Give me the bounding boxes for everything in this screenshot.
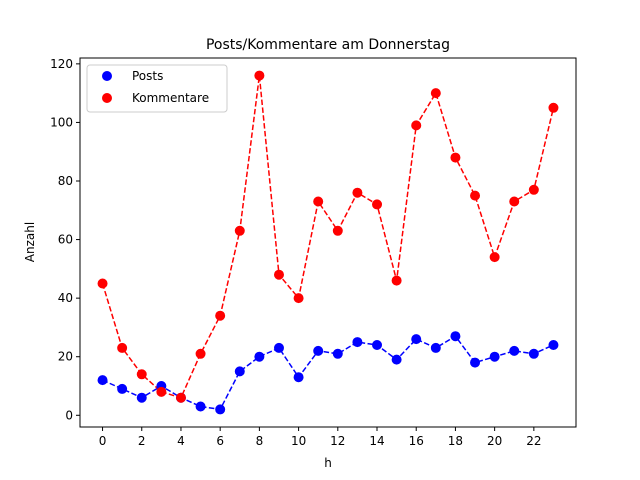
data-point-kommentare [293,293,304,304]
data-point-kommentare [528,184,539,195]
y-tick-label: 20 [58,350,73,364]
legend: Posts Kommentare [86,64,228,113]
y-tick-label: 100 [50,115,73,129]
data-point-posts [372,340,383,350]
data-point-kommentare [470,190,481,201]
y-axis-label: Anzahl [23,222,37,262]
data-point-kommentare [391,275,402,286]
y-tick-label: 120 [50,57,73,71]
legend-label-posts: Posts [132,69,163,83]
data-point-kommentare [313,196,324,207]
data-point-posts [136,392,147,403]
data-point-kommentare [411,120,422,131]
series-points [97,70,559,415]
y-tick-label: 40 [58,291,73,305]
axes-frame [79,57,577,428]
data-point-kommentare [117,342,128,353]
data-point-posts [215,404,226,415]
x-tick-label: 16 [409,434,424,448]
data-point-posts [273,342,284,353]
data-point-kommentare [215,310,226,321]
data-point-kommentare [175,392,186,403]
data-point-posts [195,401,206,412]
data-point-posts [430,342,441,353]
data-point-posts [489,351,500,362]
data-point-kommentare [489,252,500,263]
data-point-kommentare [450,152,461,163]
x-tick-label: 4 [177,434,185,448]
legend-box [86,64,228,113]
data-point-kommentare [136,369,147,380]
data-point-kommentare [372,199,383,210]
data-point-posts [332,348,343,359]
x-tick-label: 8 [256,434,264,448]
legend-label-kommentare: Kommentare [132,91,209,105]
data-point-kommentare [430,88,441,99]
data-point-kommentare [195,348,206,359]
y-tick-label: 0 [65,408,73,422]
x-tick-label: 10 [291,434,306,448]
data-point-posts [352,337,363,348]
data-point-posts [470,357,481,368]
data-point-posts [234,366,245,377]
data-point-kommentare [273,269,284,280]
data-point-posts [254,351,265,362]
x-axis: 0 2 4 6 8 10 12 14 16 18 20 22 [99,427,541,448]
data-point-kommentare [254,70,265,81]
data-point-posts [117,383,128,394]
y-axis: 0 20 40 60 80 100 120 [50,57,80,422]
data-point-posts [509,345,520,356]
y-tick-label: 80 [58,174,73,188]
data-point-kommentare [234,225,245,236]
x-tick-label: 2 [138,434,146,448]
x-tick-label: 14 [369,434,384,448]
data-point-posts [391,354,402,365]
data-point-posts [313,345,324,356]
plot-area: 0 2 4 6 8 10 12 14 16 18 20 22 0 20 40 60 80 100 120 [50,57,577,448]
data-point-posts [293,372,304,383]
x-tick-label: 18 [448,434,463,448]
chart-title: Posts/Kommentare am Donnerstag [206,37,450,53]
x-tick-label: 22 [526,434,541,448]
y-tick-label: 60 [58,233,73,247]
data-point-posts [548,340,559,350]
data-point-kommentare [548,102,559,113]
legend-marker-posts [102,71,112,81]
data-point-posts [528,348,539,359]
x-tick-label: 20 [487,434,502,448]
data-point-posts [450,331,461,342]
legend-marker-kommentare [102,93,112,103]
data-point-kommentare [509,196,520,207]
legend-entries: Posts Kommentare [102,69,209,105]
data-point-kommentare [352,187,363,198]
x-tick-label: 12 [330,434,345,448]
x-tick-label: 0 [99,434,107,448]
x-tick-label: 6 [216,434,224,448]
data-point-kommentare [332,225,343,236]
data-point-posts [411,334,422,345]
data-point-posts [97,375,108,386]
data-point-kommentare [97,278,108,289]
data-point-kommentare [156,386,167,397]
x-axis-label: h [324,456,332,470]
